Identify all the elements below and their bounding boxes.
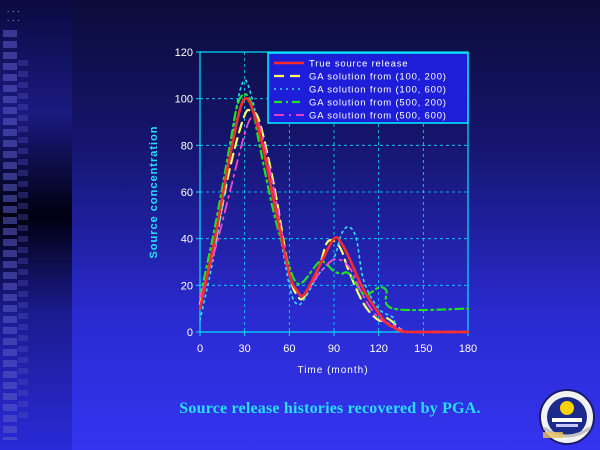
legend: True source release GA solution from (100… xyxy=(267,52,469,124)
line-chart: 0 20 40 60 80 100 120 0 30 60 90 120 150 180 True sou… xyxy=(148,47,478,376)
series-line-1 xyxy=(198,97,470,334)
legend-label: GA solution from (100, 200) xyxy=(309,72,447,83)
y-tick-label: 60 xyxy=(181,187,193,199)
y-tick-label: 120 xyxy=(175,47,193,59)
legend-label: GA solution from (500, 600) xyxy=(309,111,447,122)
series-lines xyxy=(198,79,470,334)
y-axis-label: Source concentration xyxy=(148,125,160,258)
slide-caption: Source release histories recovered by PG… xyxy=(179,400,481,417)
y-tick-label: 80 xyxy=(181,140,193,152)
decorative-side-strip xyxy=(0,0,72,450)
series-line-4 xyxy=(198,92,470,312)
corner-dots-decoration: ...... xyxy=(6,6,22,23)
legend-label: GA solution from (100, 600) xyxy=(309,85,447,96)
x-tick-label: 120 xyxy=(369,343,387,355)
x-tick-label: 30 xyxy=(239,343,251,355)
x-tick-label: 150 xyxy=(414,343,432,355)
legend-box xyxy=(267,52,469,124)
university-seal-logo xyxy=(539,389,595,445)
legend-label: GA solution from (500, 200) xyxy=(309,98,447,109)
x-tick-label: 60 xyxy=(283,343,295,355)
tick-labels: 0 20 40 60 80 100 120 0 30 60 90 120 150 180 xyxy=(175,47,478,355)
x-axis-label: Time (month) xyxy=(297,365,368,376)
decorative-squares xyxy=(3,30,17,440)
decorative-squares-secondary xyxy=(18,60,28,420)
y-tick-label: 40 xyxy=(181,234,193,246)
x-tick-label: 90 xyxy=(328,343,340,355)
x-tick-label: 180 xyxy=(459,343,477,355)
y-tick-label: 20 xyxy=(181,280,193,292)
legend-label: True source release xyxy=(309,59,408,70)
y-tick-label: 100 xyxy=(175,94,193,106)
x-tick-label: 0 xyxy=(197,343,203,355)
y-tick-label: 0 xyxy=(187,327,193,339)
